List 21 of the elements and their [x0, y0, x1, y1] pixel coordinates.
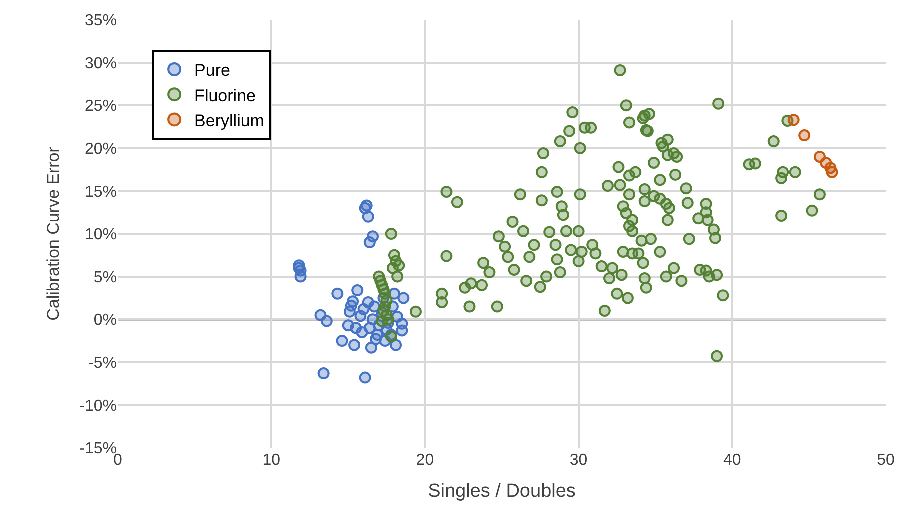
y-tick-label: -10%	[80, 398, 117, 415]
x-tick-label: 50	[877, 452, 895, 469]
legend-label: Beryllium	[194, 111, 264, 130]
y-tick-label: 5%	[94, 269, 117, 286]
y-tick-label: 25%	[84, 98, 117, 116]
x-axis-title: Singles / Doubles	[428, 480, 576, 502]
x-tick-label: 20	[416, 452, 434, 469]
x-tick-label: 10	[262, 452, 281, 469]
y-tick-label: 35%	[84, 12, 117, 30]
x-tick-label: 0	[114, 452, 123, 469]
legend-label: Pure	[194, 61, 230, 80]
y-tick-label: 20%	[84, 141, 117, 158]
y-tick-label: 30%	[84, 55, 117, 72]
y-tick-label: 10%	[84, 226, 117, 244]
y-axis-title: Calibration Curve Error	[44, 146, 64, 321]
x-tick-label: 30	[570, 452, 588, 469]
x-tick-label: 40	[724, 452, 742, 469]
legend-label: Fluorine	[194, 86, 256, 106]
y-tick-label: 0%	[94, 312, 117, 330]
y-tick-label: 15%	[84, 184, 117, 201]
y-tick-label: -5%	[88, 355, 117, 372]
